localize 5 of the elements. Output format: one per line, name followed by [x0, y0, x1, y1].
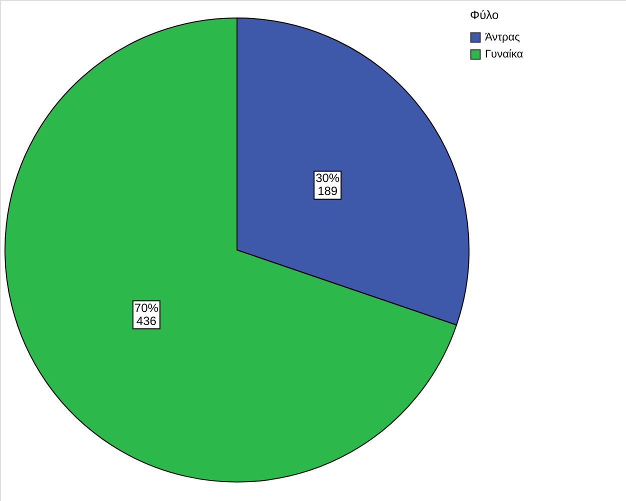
legend-label: Γυναίκα	[485, 48, 524, 60]
legend-label: Άντρας	[485, 32, 520, 44]
data-label: 70% 436	[134, 300, 159, 328]
data-label: 30% 189	[316, 171, 340, 198]
legend-title: Φύλο	[470, 8, 499, 22]
